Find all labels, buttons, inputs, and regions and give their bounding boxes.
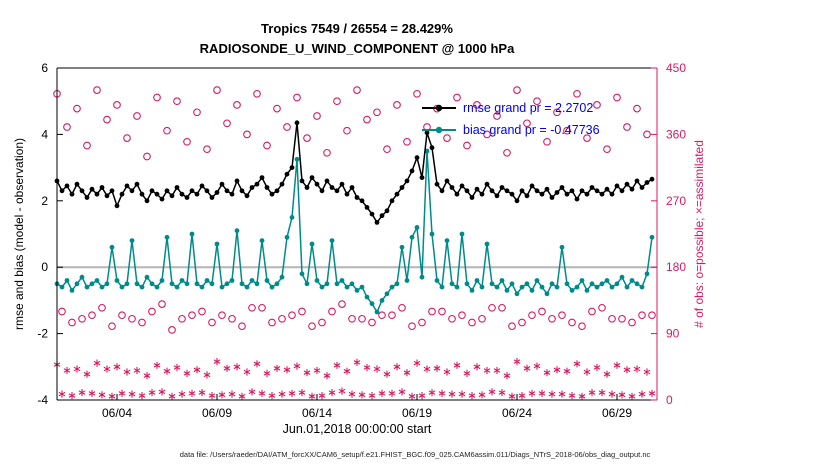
x-tick-label: 06/24: [502, 406, 532, 420]
legend-label-bias: bias grand pr = -0.47736: [463, 123, 600, 137]
obs-possible-markers: [53, 86, 656, 334]
rmse-markers: [54, 120, 655, 225]
bias-line-sample: [422, 126, 456, 134]
data-file-caption: data file: /Users/raeder/DAI/ATM_forcXX/…: [179, 450, 651, 459]
right-tick-label: 450: [666, 61, 686, 75]
bias-line: [56, 150, 653, 314]
right-tick-label: 0: [666, 393, 673, 407]
obs-assimilated-markers: [53, 358, 656, 400]
left-tick-label: -2: [37, 327, 48, 341]
legend-item-rmse: rmse grand pr = 2.2702: [422, 97, 600, 119]
left-tick-label: 2: [41, 194, 48, 208]
x-tick-label: 06/19: [402, 406, 432, 420]
x-tick-label: 06/09: [202, 406, 232, 420]
legend: rmse grand pr = 2.2702 bias grand pr = -…: [422, 97, 600, 141]
plot-title-variable: RADIOSONDE_U_WIND_COMPONENT @ 1000 hPa: [199, 41, 515, 56]
right-tick-label: 180: [666, 260, 686, 274]
rmse-line-sample: [422, 104, 456, 112]
left-tick-label: -4: [37, 393, 48, 407]
legend-item-bias: bias grand pr = -0.47736: [422, 119, 600, 141]
left-tick-label: 4: [41, 127, 48, 141]
bias-markers: [54, 148, 655, 315]
plot-title-stats: Tropics 7549 / 26554 = 28.429%: [261, 21, 453, 36]
right-axis-label: # of obs: o=possible; ×=assimilated: [692, 140, 706, 328]
right-tick-label: 270: [666, 194, 686, 208]
right-tick-label: 90: [666, 327, 680, 341]
left-axis-label: rmse and bias (model - observation): [12, 137, 26, 331]
x-axis-label: Jun.01,2018 00:00:00 start: [282, 422, 432, 436]
left-tick-label: 0: [41, 260, 48, 274]
x-tick-label: 06/04: [102, 406, 132, 420]
x-tick-label: 06/14: [302, 406, 332, 420]
left-tick-label: 6: [41, 61, 48, 75]
legend-label-rmse: rmse grand pr = 2.2702: [463, 101, 594, 115]
right-tick-label: 360: [666, 127, 686, 141]
x-tick-label: 06/29: [602, 406, 632, 420]
